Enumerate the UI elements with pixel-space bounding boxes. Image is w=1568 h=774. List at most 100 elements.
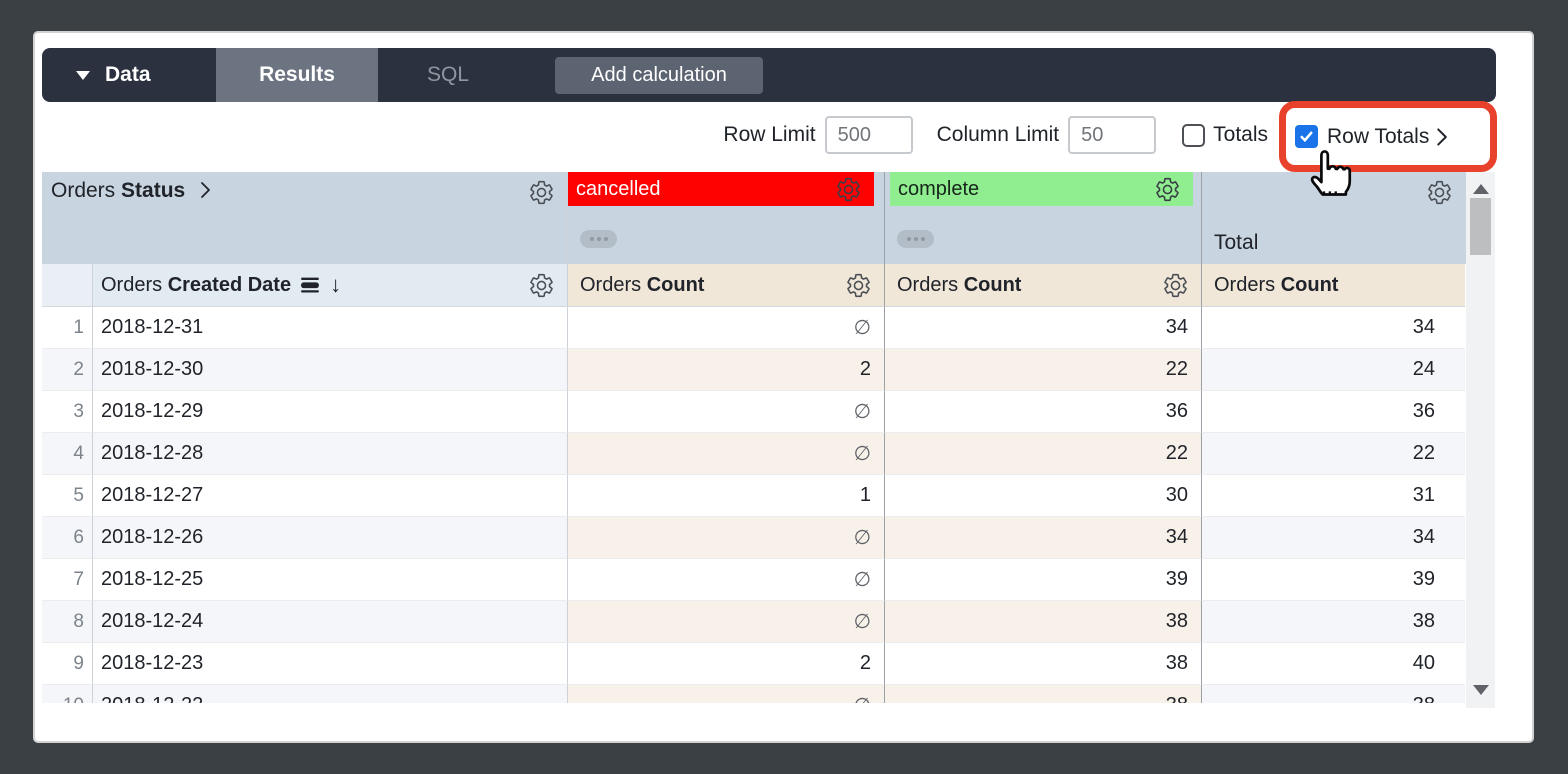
total-column-header[interactable]: Total bbox=[1201, 172, 1465, 264]
row-number: 1 bbox=[42, 307, 92, 349]
measure-header-total[interactable]: Orders Count bbox=[1201, 264, 1465, 307]
scroll-up-arrow-icon[interactable] bbox=[1473, 184, 1489, 194]
total-count-cell[interactable]: 22 bbox=[1201, 433, 1465, 475]
complete-count-cell[interactable]: 36 bbox=[884, 391, 1201, 433]
total-count-cell[interactable]: 39 bbox=[1201, 559, 1465, 601]
total-column-label: Total bbox=[1214, 231, 1259, 254]
measure-header-complete[interactable]: Orders Count bbox=[884, 264, 1201, 307]
dimension-header[interactable]: Orders Created Date ↓ bbox=[92, 264, 567, 307]
tab-sql[interactable]: SQL bbox=[426, 63, 470, 86]
date-cell[interactable]: 2018-12-31 bbox=[92, 307, 567, 349]
cancelled-header-band[interactable]: cancelled bbox=[568, 172, 874, 206]
cancelled-count-cell[interactable]: 1 bbox=[567, 475, 884, 517]
cancelled-count-cell[interactable]: ∅ bbox=[567, 517, 884, 559]
total-count-cell[interactable]: 36 bbox=[1201, 391, 1465, 433]
complete-count-cell[interactable]: 38 bbox=[884, 601, 1201, 643]
total-count-cell[interactable]: 24 bbox=[1201, 349, 1465, 391]
date-cell[interactable]: 2018-12-27 bbox=[92, 475, 567, 517]
table-row: 8 2018-12-24 ∅ 38 38 bbox=[42, 601, 1466, 643]
date-cell[interactable]: 2018-12-25 bbox=[92, 559, 567, 601]
measure-header-cancelled[interactable]: Orders Count bbox=[567, 264, 884, 307]
total-gear-icon[interactable] bbox=[1426, 179, 1453, 206]
tab-results[interactable]: Results bbox=[216, 48, 378, 102]
row-limit-input[interactable] bbox=[824, 116, 913, 154]
date-cell[interactable]: 2018-12-26 bbox=[92, 517, 567, 559]
date-cell[interactable]: 2018-12-29 bbox=[92, 391, 567, 433]
dimension-gear-icon[interactable] bbox=[528, 272, 555, 299]
measure-label: Orders Count bbox=[580, 273, 705, 296]
complete-header-band[interactable]: complete bbox=[890, 172, 1193, 206]
complete-more-options-button[interactable] bbox=[897, 230, 934, 248]
explore-toolbar: Data Results SQL Add calculation bbox=[42, 48, 1496, 102]
date-cell[interactable]: 2018-12-22 bbox=[92, 685, 567, 703]
row-limit-label: Row Limit bbox=[723, 123, 816, 146]
complete-count-cell[interactable]: 38 bbox=[884, 643, 1201, 685]
pivot-header-row: Orders Status cancelled complete bbox=[42, 172, 1466, 264]
total-count-cell[interactable]: 31 bbox=[1201, 475, 1465, 517]
date-cell[interactable]: 2018-12-23 bbox=[92, 643, 567, 685]
hand-cursor-icon bbox=[1305, 143, 1353, 197]
complete-gear-icon[interactable] bbox=[1154, 176, 1181, 203]
total-count-cell[interactable]: 34 bbox=[1201, 307, 1465, 349]
results-controls: Row Limit Column Limit Totals bbox=[723, 115, 1268, 155]
complete-count-cell[interactable]: 34 bbox=[884, 517, 1201, 559]
complete-count-cell[interactable]: 22 bbox=[884, 433, 1201, 475]
date-cell[interactable]: 2018-12-28 bbox=[92, 433, 567, 475]
data-section-label: Data bbox=[105, 63, 151, 86]
pivot-field-header[interactable]: Orders Status bbox=[42, 172, 567, 264]
complete-count-cell[interactable]: 22 bbox=[884, 349, 1201, 391]
totals-checkbox[interactable] bbox=[1182, 123, 1206, 147]
row-number: 8 bbox=[42, 601, 92, 643]
cancelled-count-cell[interactable]: ∅ bbox=[567, 433, 884, 475]
row-number: 9 bbox=[42, 643, 92, 685]
cancelled-count-cell[interactable]: ∅ bbox=[567, 307, 884, 349]
dimension-label: Orders Created Date bbox=[101, 273, 292, 296]
total-count-cell[interactable]: 40 bbox=[1201, 643, 1465, 685]
explore-panel: Data Results SQL Add calculation Row Lim… bbox=[33, 31, 1534, 743]
cancelled-count-cell[interactable]: ∅ bbox=[567, 601, 884, 643]
results-table: Orders Status cancelled complete bbox=[42, 172, 1466, 703]
complete-count-cell[interactable]: 38 bbox=[884, 685, 1201, 703]
cancelled-count-cell[interactable]: ∅ bbox=[567, 685, 884, 703]
cancelled-gear-icon[interactable] bbox=[835, 176, 862, 203]
row-number: 7 bbox=[42, 559, 92, 601]
total-count-cell[interactable]: 38 bbox=[1201, 685, 1465, 703]
pivot-value-cancelled-header[interactable]: cancelled bbox=[567, 172, 884, 264]
data-section-toggle[interactable]: Data bbox=[42, 48, 216, 102]
cancelled-count-cell[interactable]: ∅ bbox=[567, 391, 884, 433]
total-count-cell[interactable]: 38 bbox=[1201, 601, 1465, 643]
add-calculation-button[interactable]: Add calculation bbox=[555, 57, 763, 94]
vertical-scrollbar[interactable] bbox=[1466, 172, 1495, 708]
total-count-cell[interactable]: 34 bbox=[1201, 517, 1465, 559]
table-body: 1 2018-12-31 ∅ 34 34 2 2018-12-30 2 22 2… bbox=[42, 307, 1466, 703]
cancelled-more-options-button[interactable] bbox=[580, 230, 617, 248]
date-cell[interactable]: 2018-12-30 bbox=[92, 349, 567, 391]
column-limit-label: Column Limit bbox=[936, 123, 1060, 146]
row-number: 10 bbox=[42, 685, 92, 703]
chevron-right-icon bbox=[1435, 126, 1448, 148]
cancelled-count-cell[interactable]: ∅ bbox=[567, 559, 884, 601]
column-limit-input[interactable] bbox=[1068, 116, 1157, 154]
measure-label: Orders Count bbox=[897, 273, 1022, 296]
row-totals-checkbox[interactable] bbox=[1295, 125, 1318, 148]
checkmark-icon bbox=[1300, 131, 1313, 143]
pivot-value-complete-header[interactable]: complete bbox=[884, 172, 1201, 264]
complete-count-cell[interactable]: 39 bbox=[884, 559, 1201, 601]
row-totals-label: Row Totals bbox=[1327, 124, 1430, 148]
cancelled-count-cell[interactable]: 2 bbox=[567, 349, 884, 391]
complete-count-cell[interactable]: 30 bbox=[884, 475, 1201, 517]
pivot-field-name: Status bbox=[121, 179, 186, 202]
caret-down-icon bbox=[76, 70, 90, 80]
scrollbar-thumb[interactable] bbox=[1470, 198, 1491, 255]
measure-gear-icon[interactable] bbox=[1162, 272, 1189, 299]
pivot-gear-icon[interactable] bbox=[528, 179, 555, 206]
row-number: 4 bbox=[42, 433, 92, 475]
table-row: 1 2018-12-31 ∅ 34 34 bbox=[42, 307, 1466, 349]
table-row: 5 2018-12-27 1 30 31 bbox=[42, 475, 1466, 517]
row-number: 3 bbox=[42, 391, 92, 433]
complete-count-cell[interactable]: 34 bbox=[884, 307, 1201, 349]
scroll-down-arrow-icon[interactable] bbox=[1473, 685, 1489, 695]
date-cell[interactable]: 2018-12-24 bbox=[92, 601, 567, 643]
measure-gear-icon[interactable] bbox=[845, 272, 872, 299]
cancelled-count-cell[interactable]: 2 bbox=[567, 643, 884, 685]
